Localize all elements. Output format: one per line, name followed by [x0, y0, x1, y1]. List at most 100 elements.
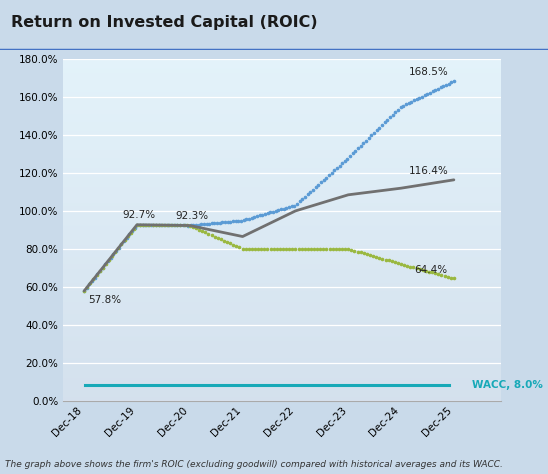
- Bar: [63, 271, 501, 273]
- Bar: [63, 210, 501, 211]
- Bar: [63, 273, 501, 274]
- Bar: [63, 262, 501, 264]
- Bar: [63, 238, 501, 240]
- Bar: [63, 175, 501, 177]
- Bar: [63, 284, 501, 286]
- Bar: [63, 346, 501, 347]
- Bar: [63, 170, 501, 172]
- Bar: [63, 254, 501, 255]
- Bar: [63, 363, 501, 365]
- Bar: [63, 274, 501, 276]
- Bar: [63, 112, 501, 114]
- Bar: [63, 390, 501, 392]
- Bar: [63, 216, 501, 218]
- Bar: [63, 370, 501, 372]
- Bar: [63, 153, 501, 155]
- Bar: [63, 187, 501, 189]
- Bar: [63, 295, 501, 296]
- Bar: [63, 351, 501, 353]
- Bar: [63, 264, 501, 266]
- Bar: [63, 160, 501, 162]
- Bar: [63, 343, 501, 344]
- Bar: [63, 228, 501, 230]
- Text: WACC, 8.0%: WACC, 8.0%: [472, 380, 543, 391]
- Bar: [63, 61, 501, 63]
- Bar: [63, 365, 501, 366]
- Bar: [63, 397, 501, 399]
- Bar: [63, 339, 501, 341]
- Bar: [63, 317, 501, 319]
- Bar: [63, 230, 501, 232]
- Bar: [63, 78, 501, 80]
- Bar: [63, 129, 501, 131]
- Bar: [63, 215, 501, 216]
- Bar: [63, 373, 501, 375]
- Bar: [63, 68, 501, 70]
- Bar: [63, 344, 501, 346]
- Bar: [63, 247, 501, 249]
- Bar: [63, 221, 501, 223]
- Bar: [63, 148, 501, 150]
- Bar: [63, 73, 501, 74]
- Bar: [63, 305, 501, 307]
- Text: 168.5%: 168.5%: [409, 67, 449, 77]
- Bar: [63, 232, 501, 233]
- Bar: [63, 380, 501, 382]
- Bar: [63, 281, 501, 283]
- Bar: [63, 227, 501, 228]
- Bar: [63, 133, 501, 134]
- Bar: [63, 382, 501, 383]
- Text: 116.4%: 116.4%: [409, 166, 449, 176]
- Bar: [63, 201, 501, 202]
- Bar: [63, 296, 501, 298]
- Text: The graph above shows the firm's ROIC (excluding goodwill) compared with histori: The graph above shows the firm's ROIC (e…: [5, 460, 504, 469]
- Bar: [63, 366, 501, 368]
- Bar: [63, 192, 501, 194]
- Bar: [63, 218, 501, 219]
- Bar: [63, 124, 501, 126]
- Bar: [63, 105, 501, 107]
- Bar: [63, 119, 501, 121]
- Bar: [63, 134, 501, 136]
- Bar: [63, 213, 501, 215]
- Bar: [63, 237, 501, 238]
- Bar: [63, 88, 501, 90]
- Bar: [63, 267, 501, 269]
- Bar: [63, 194, 501, 196]
- Bar: [63, 319, 501, 320]
- Bar: [63, 82, 501, 83]
- Bar: [63, 162, 501, 164]
- Bar: [63, 91, 501, 93]
- Bar: [63, 211, 501, 213]
- Bar: [63, 356, 501, 358]
- Bar: [63, 324, 501, 326]
- Bar: [63, 378, 501, 380]
- Bar: [63, 303, 501, 305]
- Bar: [63, 87, 501, 88]
- Bar: [63, 184, 501, 185]
- Bar: [63, 252, 501, 254]
- Bar: [63, 240, 501, 242]
- Bar: [63, 257, 501, 259]
- Bar: [63, 126, 501, 128]
- Bar: [63, 288, 501, 290]
- Bar: [63, 198, 501, 199]
- Bar: [63, 300, 501, 301]
- Bar: [63, 334, 501, 336]
- Bar: [63, 156, 501, 158]
- Bar: [63, 399, 501, 401]
- Bar: [63, 146, 501, 148]
- Bar: [63, 392, 501, 394]
- Bar: [63, 199, 501, 201]
- Bar: [63, 107, 501, 109]
- Bar: [63, 223, 501, 225]
- Bar: [63, 360, 501, 361]
- Bar: [63, 97, 501, 99]
- Bar: [63, 395, 501, 397]
- Bar: [63, 173, 501, 175]
- Bar: [63, 383, 501, 385]
- Bar: [63, 145, 501, 146]
- Bar: [63, 242, 501, 244]
- Bar: [63, 290, 501, 292]
- Bar: [63, 66, 501, 68]
